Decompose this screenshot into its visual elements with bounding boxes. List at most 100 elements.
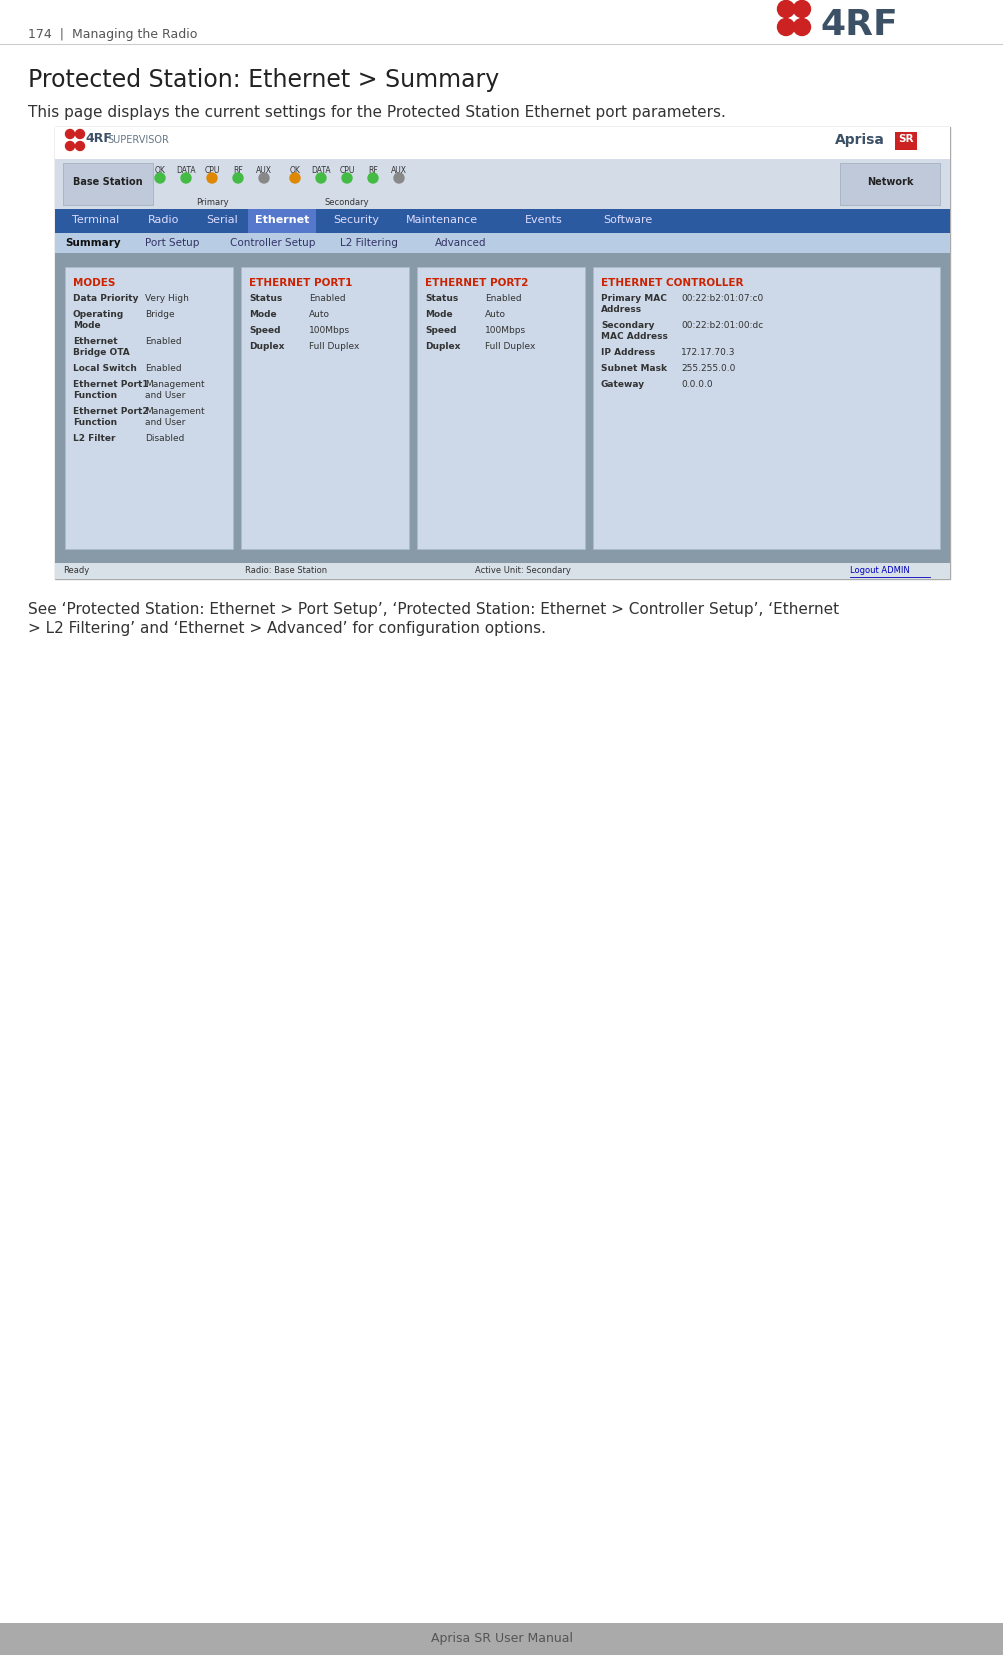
Text: Enabled: Enabled: [309, 295, 345, 303]
Bar: [840, 164, 939, 205]
Text: Duplex: Duplex: [249, 343, 284, 351]
Circle shape: [316, 174, 326, 184]
Text: Enabled: Enabled: [144, 364, 182, 372]
Bar: [248, 210, 316, 233]
Text: Base Station: Base Station: [73, 177, 142, 187]
Text: Primary: Primary: [196, 199, 228, 207]
Text: RF: RF: [233, 166, 243, 175]
Text: Secondary
MAC Address: Secondary MAC Address: [601, 321, 667, 341]
Text: 172.17.70.3: 172.17.70.3: [680, 348, 735, 357]
Text: Auto: Auto: [309, 309, 330, 319]
Text: Operating
Mode: Operating Mode: [73, 309, 124, 329]
Text: AUX: AUX: [256, 166, 272, 175]
Text: RF: RF: [368, 166, 377, 175]
Bar: [416, 268, 585, 549]
Text: Network: Network: [866, 177, 913, 187]
Bar: [241, 268, 408, 549]
Text: See ‘Protected Station: Ethernet > Port Setup’, ‘Protected Station: Ethernet > C: See ‘Protected Station: Ethernet > Port …: [28, 602, 839, 636]
Text: Controller Setup: Controller Setup: [230, 238, 315, 248]
Bar: [894, 132, 916, 151]
Text: ETHERNET PORT2: ETHERNET PORT2: [424, 278, 528, 288]
Text: Serial: Serial: [206, 215, 238, 225]
Text: Bridge: Bridge: [144, 309, 175, 319]
Bar: [55, 127, 949, 161]
Text: Auto: Auto: [484, 309, 506, 319]
Text: 100Mbps: 100Mbps: [484, 326, 526, 334]
Circle shape: [75, 131, 84, 139]
Circle shape: [792, 20, 809, 36]
Text: Maintenance: Maintenance: [405, 215, 477, 225]
Text: Software: Software: [603, 215, 652, 225]
Text: 0.0.0.0: 0.0.0.0: [680, 379, 712, 389]
Text: 100Mbps: 100Mbps: [309, 326, 350, 334]
Text: Status: Status: [249, 295, 282, 303]
Text: Full Duplex: Full Duplex: [484, 343, 535, 351]
Text: 4RF: 4RF: [819, 8, 897, 41]
Text: Management
and User: Management and User: [144, 379, 205, 401]
Text: Disabled: Disabled: [144, 434, 185, 444]
Text: Mode: Mode: [249, 309, 277, 319]
Text: Mode: Mode: [424, 309, 452, 319]
Text: OK: OK: [154, 166, 165, 175]
Text: Enabled: Enabled: [484, 295, 522, 303]
Text: DATA: DATA: [176, 166, 196, 175]
Bar: [63, 164, 152, 205]
Circle shape: [65, 131, 74, 139]
Text: CPU: CPU: [339, 166, 354, 175]
Text: Management
and User: Management and User: [144, 407, 205, 427]
Circle shape: [342, 174, 352, 184]
Bar: [55, 233, 949, 253]
Bar: [55, 564, 949, 579]
Text: This page displays the current settings for the Protected Station Ethernet port : This page displays the current settings …: [28, 104, 725, 119]
Text: Speed: Speed: [424, 326, 456, 334]
Text: ETHERNET PORT1: ETHERNET PORT1: [249, 278, 352, 288]
Bar: [55, 127, 949, 579]
Circle shape: [233, 174, 243, 184]
Text: CPU: CPU: [204, 166, 220, 175]
Text: 00:22:b2:01:07:c0: 00:22:b2:01:07:c0: [680, 295, 762, 303]
Text: Subnet Mask: Subnet Mask: [601, 364, 666, 372]
Text: Speed: Speed: [249, 326, 280, 334]
Circle shape: [259, 174, 269, 184]
Text: Data Priority: Data Priority: [73, 295, 138, 303]
Text: Security: Security: [333, 215, 378, 225]
Text: DATA: DATA: [311, 166, 330, 175]
Text: Summary: Summary: [65, 238, 120, 248]
Bar: [55, 161, 949, 210]
Text: SR: SR: [898, 134, 913, 144]
Text: Secondary: Secondary: [324, 199, 369, 207]
Text: Aprisa SR User Manual: Aprisa SR User Manual: [430, 1632, 573, 1643]
Text: AUX: AUX: [390, 166, 406, 175]
Bar: [65, 268, 233, 549]
Circle shape: [792, 2, 809, 18]
Circle shape: [75, 142, 84, 151]
Text: Duplex: Duplex: [424, 343, 460, 351]
Circle shape: [181, 174, 191, 184]
Text: 00:22:b2:01:00:dc: 00:22:b2:01:00:dc: [680, 321, 762, 329]
Text: Aprisa: Aprisa: [834, 132, 884, 147]
Text: Local Switch: Local Switch: [73, 364, 136, 372]
Text: ETHERNET CONTROLLER: ETHERNET CONTROLLER: [601, 278, 743, 288]
Text: OK: OK: [289, 166, 300, 175]
Bar: [0, 1624, 1003, 1655]
Text: Ready: Ready: [63, 566, 89, 574]
Circle shape: [65, 142, 74, 151]
Text: L2 Filter: L2 Filter: [73, 434, 115, 444]
Text: Radio: Base Station: Radio: Base Station: [245, 566, 327, 574]
Circle shape: [776, 2, 793, 18]
Text: Gateway: Gateway: [601, 379, 645, 389]
Text: Port Setup: Port Setup: [144, 238, 200, 248]
Text: 174  |  Managing the Radio: 174 | Managing the Radio: [28, 28, 198, 41]
Bar: [55, 210, 949, 233]
Text: Ethernet
Bridge OTA: Ethernet Bridge OTA: [73, 338, 129, 357]
Text: 255.255.0.0: 255.255.0.0: [680, 364, 734, 372]
Circle shape: [207, 174, 217, 184]
Circle shape: [154, 174, 164, 184]
Circle shape: [776, 20, 793, 36]
Text: Full Duplex: Full Duplex: [309, 343, 359, 351]
Text: Ethernet: Ethernet: [255, 215, 309, 225]
Text: Advanced: Advanced: [434, 238, 486, 248]
Circle shape: [393, 174, 403, 184]
Text: Active Unit: Secondary: Active Unit: Secondary: [474, 566, 571, 574]
Text: Very High: Very High: [144, 295, 189, 303]
